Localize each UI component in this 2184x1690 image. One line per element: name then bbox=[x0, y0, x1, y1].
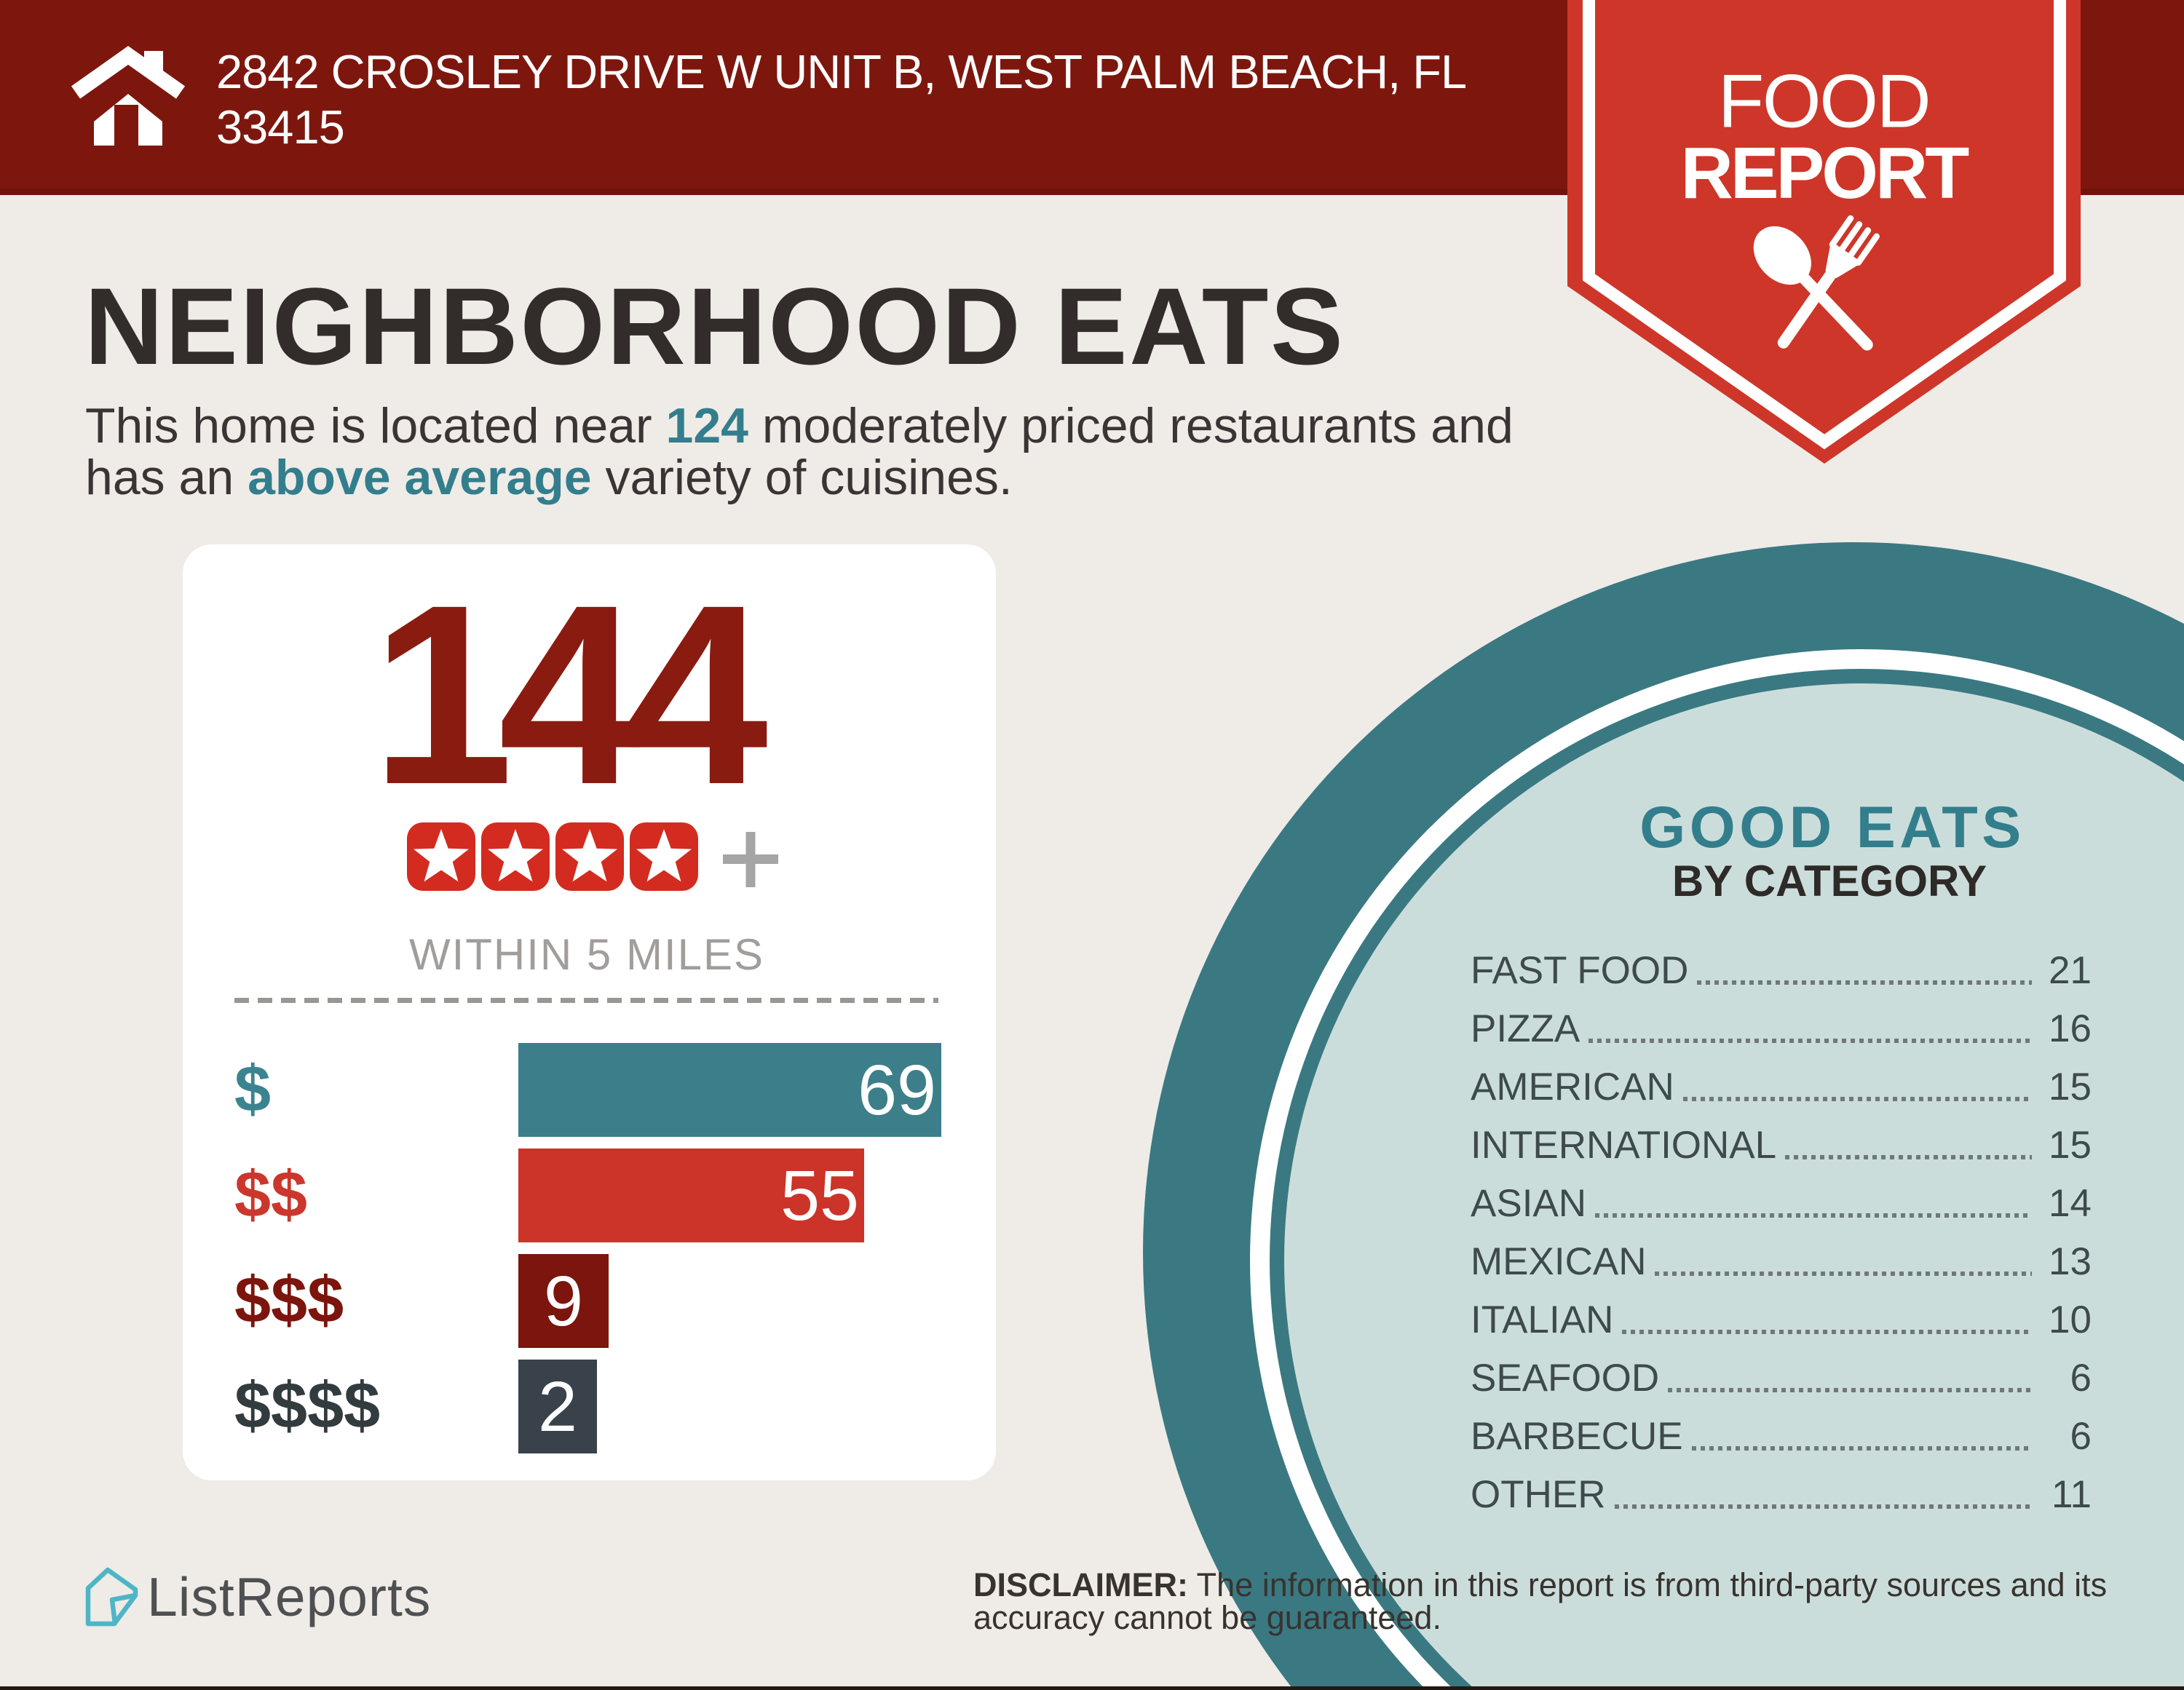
svg-text:REPORT: REPORT bbox=[1681, 132, 1970, 214]
svg-text:FOOD: FOOD bbox=[1718, 60, 1929, 144]
